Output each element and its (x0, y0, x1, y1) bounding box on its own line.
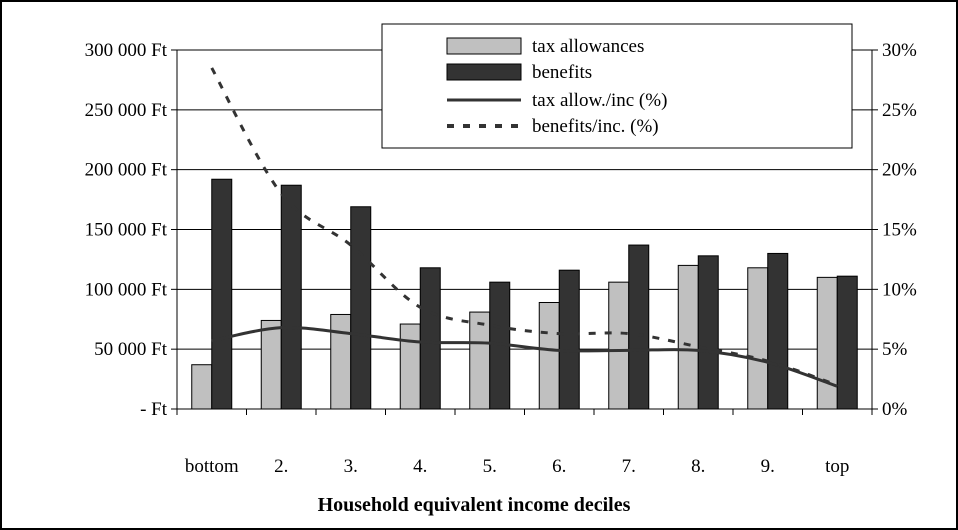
x-tick-label: 4. (413, 456, 427, 477)
bar-benefits (211, 178, 233, 410)
x-tick-label: 5. (483, 456, 497, 477)
y-left-tick-label: 300 000 Ft (85, 40, 168, 61)
x-axis-title: Household equivalent income deciles (318, 494, 631, 516)
bar-tax-allowances (608, 281, 630, 410)
x-tick-label: 9. (761, 456, 775, 477)
bar-tax-allowances (191, 364, 213, 410)
x-tick-label: 6. (552, 456, 566, 477)
bar-tax-allowances (816, 276, 838, 410)
y-right-tick-label: 10% (882, 279, 917, 300)
bar-benefits (419, 267, 441, 410)
axes: - Ft 50 000 Ft 100 000 Ft 150 000 Ft 200 000… (85, 40, 917, 477)
bar-benefits (280, 184, 302, 410)
bar-benefits (697, 255, 719, 410)
line-tax-allowance-income (211, 325, 838, 388)
x-tick-label: 2. (274, 456, 288, 477)
y-right-tick-label: 25% (882, 100, 917, 121)
bar-tax-allowances (399, 323, 421, 410)
y-right-tick-label: 0% (882, 399, 908, 420)
legend-label: benefits/inc. (%) (532, 116, 659, 137)
y-left-tick-label: 50 000 Ft (94, 339, 168, 360)
legend: tax allowances benefits tax allow./inc (%)… (381, 23, 853, 149)
bar-tax-allowances (747, 267, 769, 410)
legend-swatch-benefits (446, 63, 522, 81)
bar-benefits (767, 252, 789, 410)
legend-label: benefits (532, 62, 592, 83)
bar-tax-allowances (469, 311, 491, 410)
legend-label: tax allow./inc (%) (532, 90, 667, 111)
bars (191, 178, 858, 410)
y-right-tick-label: 15% (882, 220, 917, 241)
legend-swatch-tax-allowances (446, 37, 522, 55)
x-tick-label: 3. (344, 456, 358, 477)
bar-tax-allowances (330, 313, 352, 410)
y-left-tick-label: 200 000 Ft (85, 160, 168, 181)
bar-tax-allowances (260, 319, 282, 410)
x-tick-label: top (825, 456, 849, 477)
y-left-tick-label: 100 000 Ft (85, 279, 168, 300)
bar-benefits (836, 275, 858, 410)
bar-benefits (558, 269, 580, 410)
bar-tax-allowances (538, 301, 560, 410)
y-right-tick-label: 20% (882, 160, 917, 181)
x-tick-label: 7. (622, 456, 636, 477)
y-left-tick-label: - Ft (140, 399, 168, 420)
y-right-tick-label: 5% (882, 339, 908, 360)
bar-benefits (350, 206, 372, 410)
y-left-tick-label: 250 000 Ft (85, 100, 168, 121)
legend-label: tax allowances (532, 36, 644, 57)
bar-tax-allowances (677, 264, 699, 410)
y-right-tick-label: 30% (882, 40, 917, 61)
lines (210, 67, 838, 388)
y-left-tick-label: 150 000 Ft (85, 220, 168, 241)
x-tick-label: bottom (185, 456, 239, 477)
x-tick-label: 8. (691, 456, 705, 477)
bar-benefits (628, 244, 650, 410)
